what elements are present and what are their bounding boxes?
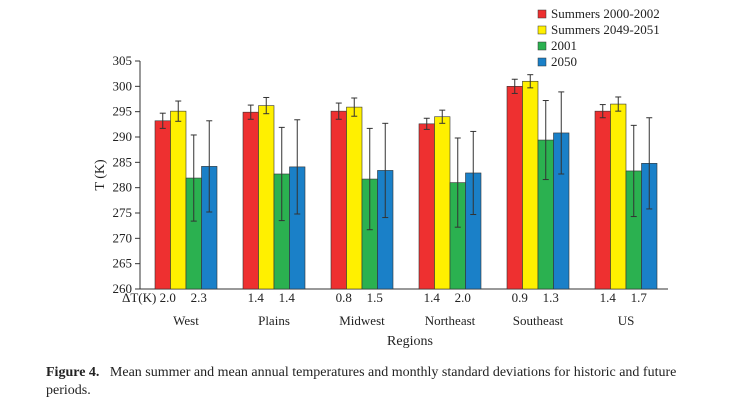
y-tick-label: 275	[113, 205, 133, 220]
legend-swatch	[537, 57, 547, 67]
delta-row-label: ΔT(K)	[122, 290, 156, 305]
bar	[610, 103, 627, 290]
bar	[154, 120, 171, 290]
x-tick-label: West	[173, 313, 199, 328]
legend-label: 2050	[551, 54, 577, 69]
y-tick-label: 305	[113, 53, 133, 68]
figure-caption: Figure 4. Mean summer and mean annual te…	[46, 364, 716, 400]
y-tick-label: 290	[113, 129, 133, 144]
y-tick-label: 270	[113, 230, 133, 245]
delta-value: 0.8	[336, 290, 352, 305]
delta-value: 1.4	[279, 290, 296, 305]
delta-value: 1.4	[424, 290, 441, 305]
caption-label: Figure 4.	[46, 365, 100, 380]
bar	[594, 110, 611, 290]
delta-value: 2.0	[455, 290, 471, 305]
bar	[346, 106, 363, 290]
delta-value: 1.3	[543, 290, 559, 305]
delta-value: 1.4	[248, 290, 265, 305]
legend-swatch	[537, 25, 547, 35]
x-axis-title: Regions	[387, 334, 433, 349]
caption-text: Mean summer and mean annual temperatures…	[46, 365, 677, 398]
delta-value: 0.9	[512, 290, 528, 305]
delta-value: 2.3	[191, 290, 207, 305]
legend-label: Summers 2000-2002	[551, 6, 660, 21]
x-tick-label: Southeast	[513, 313, 564, 328]
y-tick-label: 280	[113, 180, 133, 195]
y-tick-label: 265	[113, 256, 133, 271]
y-tick-label: 300	[113, 78, 133, 93]
legend-label: Summers 2049-2051	[551, 22, 660, 37]
bar	[242, 111, 259, 290]
y-tick-label: 295	[113, 104, 133, 119]
x-tick-label: Midwest	[339, 313, 385, 328]
bar	[522, 80, 539, 290]
delta-value: 1.7	[631, 290, 648, 305]
bar	[418, 123, 435, 290]
legend-label: 2001	[551, 38, 577, 53]
y-tick-label: 285	[113, 154, 133, 169]
bar	[506, 86, 523, 290]
y-axis-title: T (K)	[93, 159, 108, 191]
delta-value: 2.0	[160, 290, 176, 305]
bar	[330, 110, 347, 290]
x-tick-label: Northeast	[425, 313, 476, 328]
x-tick-label: US	[618, 313, 635, 328]
delta-value: 1.4	[600, 290, 617, 305]
legend-swatch	[537, 9, 547, 19]
x-tick-label: Plains	[258, 313, 290, 328]
delta-value: 1.5	[367, 290, 383, 305]
bar	[258, 105, 275, 290]
bar	[170, 110, 187, 290]
y-tick-label: 260	[113, 281, 133, 296]
bar	[434, 116, 451, 290]
legend-swatch	[537, 41, 547, 51]
